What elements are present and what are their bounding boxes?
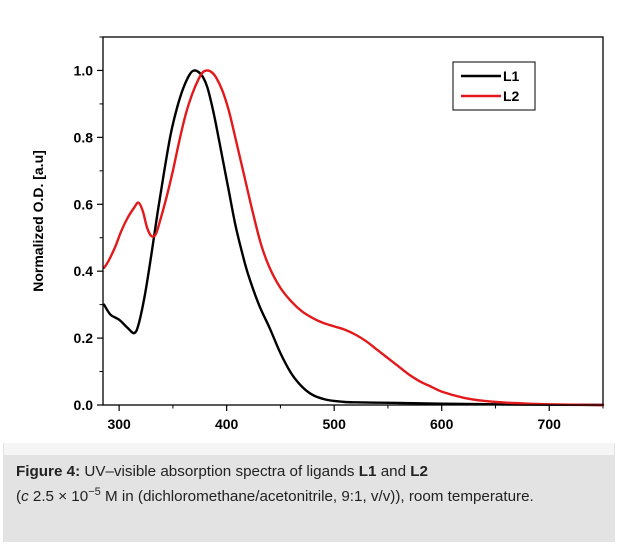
figure-caption: Figure 4: UV–visible absorption spectra … (16, 462, 601, 507)
caption-ligand-l2: L2 (410, 463, 428, 480)
caption-ligand-l1: L1 (358, 463, 377, 480)
y-tick-label-0.8: 0.8 (74, 129, 94, 145)
y-tick-label-0.0: 0.0 (74, 397, 94, 413)
plot-frame (102, 36, 604, 406)
x-tick-label-300: 300 (107, 416, 131, 432)
y-tick-label-1.0: 1.0 (74, 62, 94, 78)
caption-and: and (376, 463, 411, 480)
series-line-l1 (102, 69, 605, 407)
caption-text: UV–visible absorption spectra of ligands (80, 463, 359, 480)
y-axis-label: Normalized O.D. [a.u] (30, 150, 46, 292)
tick-label-layer: 300 400 500 600 700 0.0 0.2 0.4 0.6 0.8 1.0 (74, 62, 562, 432)
y-tick-label-0.2: 0.2 (74, 330, 94, 346)
series-layer (102, 69, 605, 407)
caption-label: Figure 4: (16, 463, 81, 480)
legend-label-l2: L2 (503, 88, 520, 104)
y-tick-label-0.6: 0.6 (74, 196, 94, 212)
legend-label-l1: L1 (503, 68, 520, 84)
series-line-l2 (102, 69, 605, 407)
x-tick-label-400: 400 (215, 416, 239, 432)
caption-conc-symbol: c (21, 488, 29, 506)
caption-conc-rest: M in (dichloromethane/acetonitrile, 9:1,… (100, 488, 534, 506)
x-tick-label-700: 700 (538, 416, 562, 432)
caption-conc-exponent: −5 (88, 486, 101, 498)
caption-open-paren: ( (16, 488, 22, 506)
x-tick-label-600: 600 (430, 416, 454, 432)
caption-box (3, 455, 615, 542)
caption-conc-value: 2.5 × 10 (28, 488, 89, 506)
y-tick-label-0.4: 0.4 (74, 263, 94, 279)
x-tick-label-500: 500 (323, 416, 347, 432)
legend-box (452, 61, 536, 111)
